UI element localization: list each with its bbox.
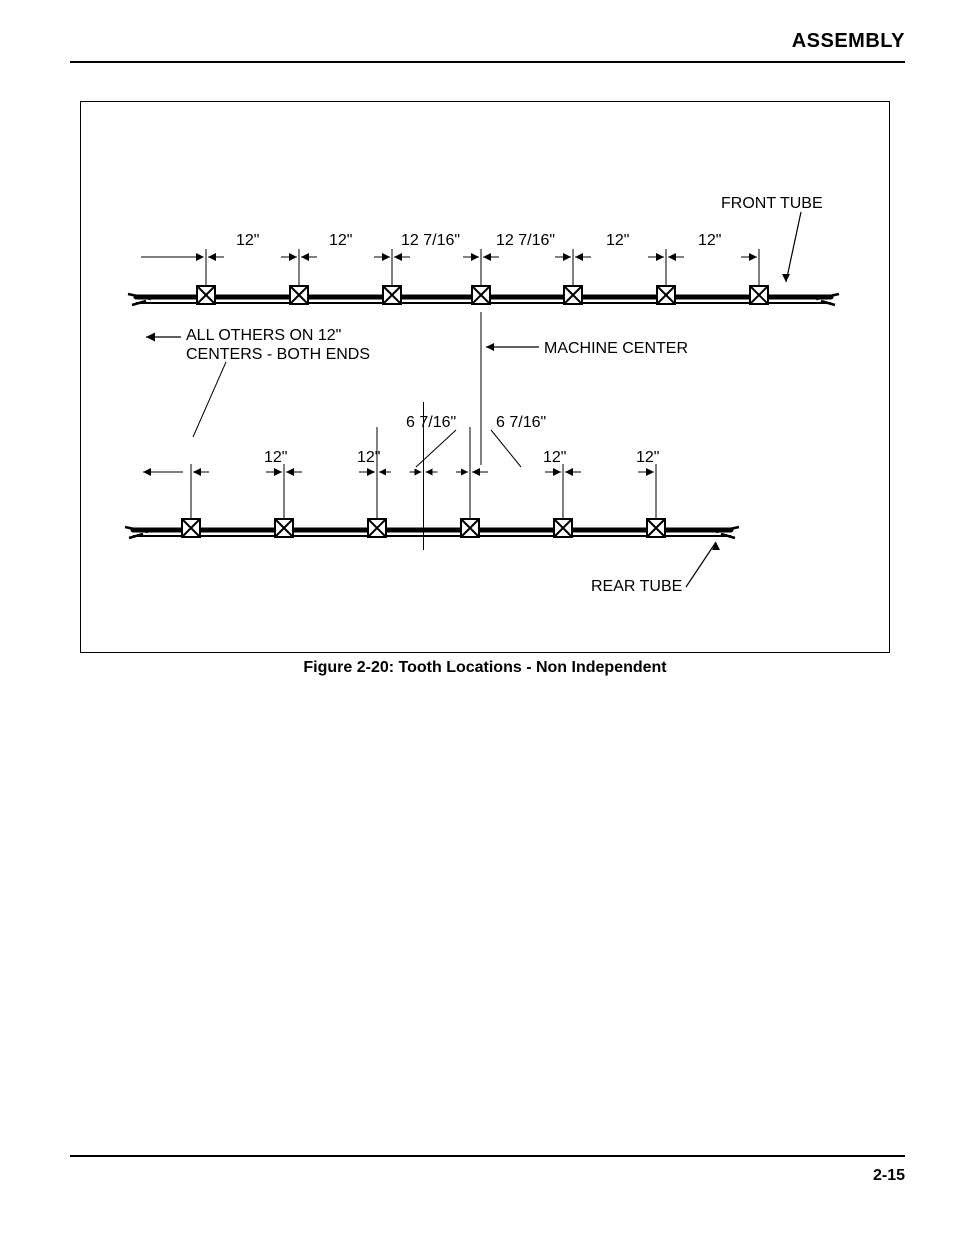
header-title: ASSEMBLY [792, 30, 905, 52]
page-number: 2-15 [70, 1157, 905, 1185]
page-header: ASSEMBLY [70, 30, 905, 63]
diagram-svg [81, 102, 891, 654]
page-footer: 2-15 [70, 1155, 905, 1185]
figure-caption: Figure 2-20: Tooth Locations - Non Indep… [80, 659, 890, 677]
figure-frame: FRONT TUBE 12" 12" 12 7/16" 12 7/16" 12"… [80, 101, 890, 653]
